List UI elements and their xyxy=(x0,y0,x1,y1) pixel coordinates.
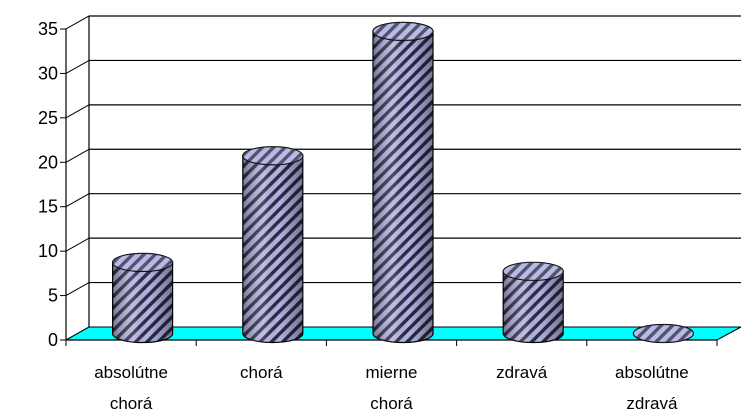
x-tick-label: chorá xyxy=(110,394,153,413)
gridline-depth xyxy=(65,237,90,252)
bar xyxy=(372,21,434,344)
bar-top xyxy=(372,21,434,41)
bar-top-highlight xyxy=(633,324,694,343)
bar-shading xyxy=(503,271,564,343)
gridline-depth xyxy=(65,282,90,297)
y-tick-label: 25 xyxy=(38,108,58,128)
gridline-depth xyxy=(65,15,90,30)
bar-top-highlight xyxy=(503,262,564,281)
x-tick-label: absolútne xyxy=(615,363,689,382)
x-tick-label: zdravá xyxy=(496,363,548,382)
bar xyxy=(632,323,695,344)
bar-top-highlight xyxy=(242,146,303,165)
bar-top-highlight xyxy=(373,22,433,41)
bar-top xyxy=(502,261,564,281)
bars xyxy=(112,21,695,344)
bar xyxy=(112,252,174,344)
bar-top-highlight xyxy=(112,253,173,272)
gridline-depth xyxy=(65,193,90,208)
labels: 0 5 10 15 20 25 30 35 absolútne chorá chorá mierne c… xyxy=(38,19,689,413)
y-tick-label: 30 xyxy=(38,63,58,83)
bar xyxy=(502,261,564,344)
bar-top xyxy=(632,323,695,344)
x-tick-label: chorá xyxy=(240,363,283,382)
y-tick-label: 35 xyxy=(38,19,58,39)
bar xyxy=(242,146,304,344)
gridline-depth xyxy=(65,326,90,341)
bar-top xyxy=(112,252,174,273)
x-tick-label: chorá xyxy=(370,394,413,413)
bar-shading xyxy=(112,262,173,343)
y-tick-label: 5 xyxy=(48,286,58,306)
x-tick-label: absolútne xyxy=(94,363,168,382)
y-tick-label: 10 xyxy=(38,241,58,261)
x-tick-label: mierne xyxy=(366,363,418,382)
bar-shading xyxy=(242,155,303,343)
x-tick-label: zdravá xyxy=(626,394,678,413)
gridline-depth xyxy=(65,148,90,163)
bar-top xyxy=(242,146,304,166)
y-tick-label: 15 xyxy=(38,197,58,217)
y-tick-label: 0 xyxy=(48,330,58,350)
gridline-depth xyxy=(65,59,90,74)
bar-shading xyxy=(373,31,433,343)
y-tick-label: 20 xyxy=(38,152,58,172)
gridline-depth xyxy=(65,104,90,119)
